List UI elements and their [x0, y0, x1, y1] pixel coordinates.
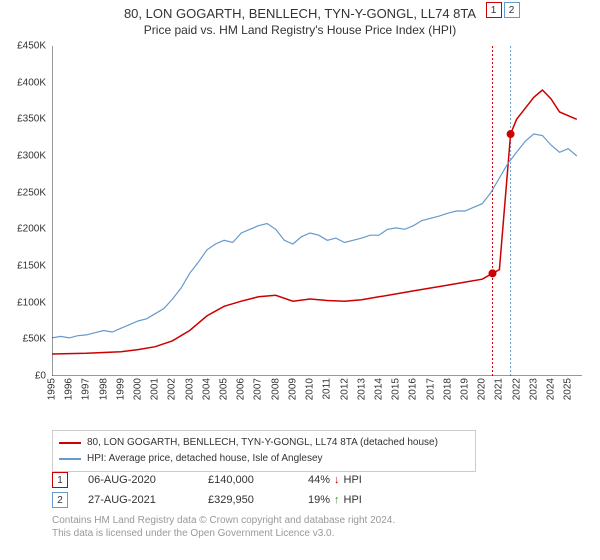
- arrow-up-icon: ↑: [334, 494, 340, 506]
- x-tick-label: 2016: [408, 378, 419, 400]
- x-tick-label: 2014: [373, 378, 384, 400]
- event-price: £329,950: [208, 494, 288, 506]
- x-tick-label: 2023: [528, 378, 539, 400]
- x-tick-label: 2001: [150, 378, 161, 400]
- arrow-down-icon: ↓: [334, 474, 340, 486]
- event-date: 27-AUG-2021: [88, 494, 188, 506]
- x-tick-label: 2015: [391, 378, 402, 400]
- event-row: 2 27-AUG-2021 £329,950 19% ↑ HPI: [52, 492, 398, 508]
- figure: 80, LON GOGARTH, BENLLECH, TYN-Y-GONGL, …: [0, 0, 600, 560]
- x-tick-label: 1995: [47, 378, 58, 400]
- event-marker: 2: [52, 492, 68, 508]
- x-tick-label: 2019: [459, 378, 470, 400]
- event-point: [507, 130, 515, 138]
- x-tick-label: 2009: [287, 378, 298, 400]
- y-tick-label: £50K: [0, 334, 46, 345]
- series-hpi: [52, 134, 577, 338]
- x-tick-label: 2021: [494, 378, 505, 400]
- x-tick-label: 2017: [425, 378, 436, 400]
- footer-line: Contains HM Land Registry data © Crown c…: [52, 514, 395, 527]
- legend-swatch: [59, 458, 81, 460]
- x-tick-label: 2006: [236, 378, 247, 400]
- x-tick-label: 2002: [167, 378, 178, 400]
- x-tick-label: 2010: [305, 378, 316, 400]
- y-tick-label: £400K: [0, 77, 46, 88]
- chart-marker: 2: [504, 2, 520, 18]
- x-tick-label: 2024: [546, 378, 557, 400]
- legend-swatch: [59, 442, 81, 444]
- x-tick-label: 2011: [322, 378, 333, 400]
- x-tick-label: 1999: [115, 378, 126, 400]
- event-diff: 19% ↑ HPI: [308, 494, 398, 506]
- y-tick-label: £100K: [0, 297, 46, 308]
- y-tick-label: £250K: [0, 187, 46, 198]
- line-chart: [52, 46, 582, 376]
- x-tick-label: 2008: [270, 378, 281, 400]
- legend-label: HPI: Average price, detached house, Isle…: [87, 451, 323, 467]
- event-diff: 44% ↓ HPI: [308, 474, 398, 486]
- x-tick-label: 2018: [442, 378, 453, 400]
- x-tick-label: 1996: [64, 378, 75, 400]
- y-tick-label: £150K: [0, 261, 46, 272]
- events-table: 1 06-AUG-2020 £140,000 44% ↓ HPI 2 27-AU…: [52, 472, 398, 512]
- series-property: [52, 90, 577, 354]
- event-point: [489, 269, 497, 277]
- legend: 80, LON GOGARTH, BENLLECH, TYN-Y-GONGL, …: [52, 430, 476, 472]
- x-tick-label: 2007: [253, 378, 264, 400]
- chart-marker: 1: [486, 2, 502, 18]
- x-tick-label: 2022: [511, 378, 522, 400]
- subtitle: Price paid vs. HM Land Registry's House …: [0, 23, 600, 37]
- y-tick-label: £450K: [0, 41, 46, 52]
- x-tick-label: 2013: [356, 378, 367, 400]
- footer-line: This data is licensed under the Open Gov…: [52, 527, 395, 540]
- x-tick-label: 2005: [219, 378, 230, 400]
- y-tick-label: £0: [0, 371, 46, 382]
- chart-area: £0£50K£100K£150K£200K£250K£300K£350K£400…: [52, 46, 582, 400]
- event-price: £140,000: [208, 474, 288, 486]
- event-date: 06-AUG-2020: [88, 474, 188, 486]
- x-tick-label: 2003: [184, 378, 195, 400]
- y-tick-label: £200K: [0, 224, 46, 235]
- footer: Contains HM Land Registry data © Crown c…: [52, 514, 395, 540]
- x-tick-label: 2004: [201, 378, 212, 400]
- y-tick-label: £300K: [0, 151, 46, 162]
- legend-item: HPI: Average price, detached house, Isle…: [59, 451, 469, 467]
- x-tick-label: 2012: [339, 378, 350, 400]
- x-tick-label: 1998: [98, 378, 109, 400]
- x-tick-label: 2025: [563, 378, 574, 400]
- y-tick-label: £350K: [0, 114, 46, 125]
- event-row: 1 06-AUG-2020 £140,000 44% ↓ HPI: [52, 472, 398, 488]
- x-tick-label: 2000: [133, 378, 144, 400]
- x-tick-label: 1997: [81, 378, 92, 400]
- event-marker: 1: [52, 472, 68, 488]
- legend-item: 80, LON GOGARTH, BENLLECH, TYN-Y-GONGL, …: [59, 435, 469, 451]
- x-tick-label: 2020: [477, 378, 488, 400]
- legend-label: 80, LON GOGARTH, BENLLECH, TYN-Y-GONGL, …: [87, 435, 438, 451]
